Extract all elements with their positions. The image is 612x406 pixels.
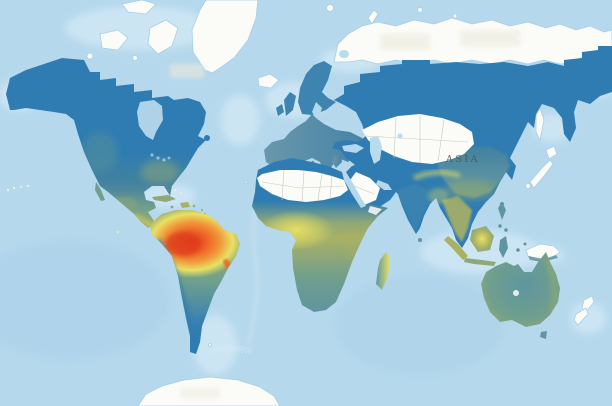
- japan-sakhalin: [525, 106, 558, 189]
- us-west-tint: [82, 132, 118, 172]
- bahamas: [173, 188, 177, 192]
- amazon-hotspot-core: [165, 232, 201, 256]
- sahara-nodata: [257, 169, 348, 203]
- galapagos: [116, 230, 120, 234]
- jamaica: [170, 205, 174, 209]
- mid-atlantic-ridge-shading: [246, 189, 260, 346]
- tasmania: [540, 331, 547, 339]
- greece: [332, 152, 342, 168]
- aral-sea: [397, 133, 403, 139]
- label-layer: ASIA: [445, 154, 480, 165]
- great-britain: [284, 92, 296, 116]
- himalaya-hotspot: [413, 170, 461, 181]
- caspian-sea: [370, 136, 382, 164]
- kyushu: [525, 183, 531, 189]
- east-africa-tint: [344, 228, 360, 260]
- basemap-layer: [6, 0, 612, 406]
- sri-lanka: [418, 238, 422, 242]
- java: [464, 258, 496, 266]
- central-asia-nodata: [362, 114, 474, 164]
- region-maritime-sea: [444, 202, 561, 276]
- region-europe: [264, 61, 366, 180]
- small-islands-basemap: [6, 180, 252, 234]
- red-sea: [342, 172, 366, 208]
- south-georgia: [244, 350, 248, 354]
- sulawesi: [499, 236, 508, 258]
- region-asia: [332, 46, 612, 248]
- cuba: [152, 195, 176, 202]
- black-sea: [342, 144, 364, 153]
- europe-mainland: [264, 114, 366, 176]
- sumatra: [444, 236, 468, 260]
- new-guinea: [525, 243, 561, 262]
- puerto-rico: [192, 204, 196, 208]
- baja-california: [95, 182, 105, 201]
- baltic-sea: [312, 102, 322, 120]
- us-southeast-tint: [140, 160, 180, 184]
- philippines: [498, 202, 508, 232]
- indochina-hotspot: [442, 196, 472, 242]
- scandinavia: [298, 61, 336, 115]
- region-north-america: [6, 58, 210, 228]
- borneo: [470, 226, 494, 252]
- hispaniola: [180, 202, 190, 208]
- new-zealand: [573, 295, 595, 326]
- tundra-tint: [170, 30, 520, 78]
- new-guinea-south-band: [528, 255, 558, 262]
- india-tint: [398, 184, 430, 232]
- hudson-bay: [137, 100, 163, 140]
- scotia-arc-shading: [209, 346, 253, 354]
- great-lakes: [150, 153, 171, 162]
- nodata-cutouts: [257, 114, 474, 215]
- deep-ocean-shading: [335, 275, 505, 375]
- ireland: [276, 104, 284, 116]
- lake-eyre: [513, 290, 519, 296]
- newfoundland: [204, 135, 210, 141]
- horn-nodata: [368, 206, 382, 215]
- continent-label-asia: ASIA: [445, 154, 480, 165]
- falkland-islands: [208, 343, 212, 347]
- moluccas: [516, 248, 520, 252]
- south-china-tint: [444, 180, 496, 200]
- antarctica: [137, 343, 281, 406]
- canary-islands: [244, 180, 248, 184]
- arctic-islands: [86, 0, 458, 61]
- white-sea: [339, 50, 349, 58]
- greenland: [191, 0, 259, 74]
- hokkaido: [545, 145, 558, 160]
- madagascar: [376, 252, 390, 290]
- honshu: [529, 159, 554, 189]
- sakhalin: [535, 106, 545, 142]
- deep-ocean-shading: [0, 240, 170, 360]
- ne-india-tint: [428, 188, 448, 204]
- persian-gulf: [376, 180, 392, 190]
- iceland: [257, 73, 280, 89]
